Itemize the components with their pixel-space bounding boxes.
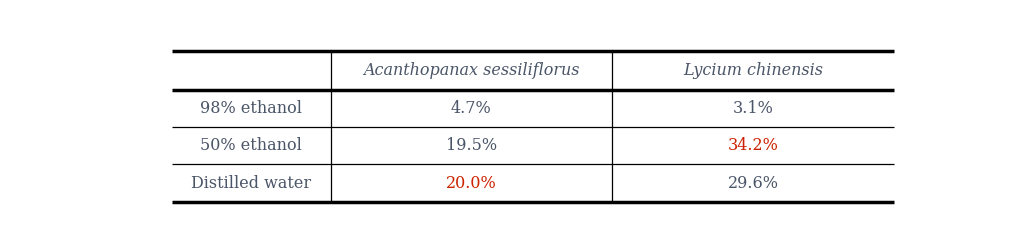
- Text: 20.0%: 20.0%: [446, 174, 497, 191]
- Text: Lycium chinensis: Lycium chinensis: [683, 62, 823, 79]
- Text: Distilled water: Distilled water: [191, 174, 311, 191]
- Text: Acanthopanax sessiliflorus: Acanthopanax sessiliflorus: [364, 62, 580, 79]
- Text: 4.7%: 4.7%: [451, 100, 492, 117]
- Text: 29.6%: 29.6%: [727, 174, 778, 191]
- Text: 34.2%: 34.2%: [728, 137, 778, 154]
- Text: 19.5%: 19.5%: [445, 137, 497, 154]
- Text: 50% ethanol: 50% ethanol: [200, 137, 302, 154]
- Text: 98% ethanol: 98% ethanol: [200, 100, 302, 117]
- Text: 3.1%: 3.1%: [732, 100, 773, 117]
